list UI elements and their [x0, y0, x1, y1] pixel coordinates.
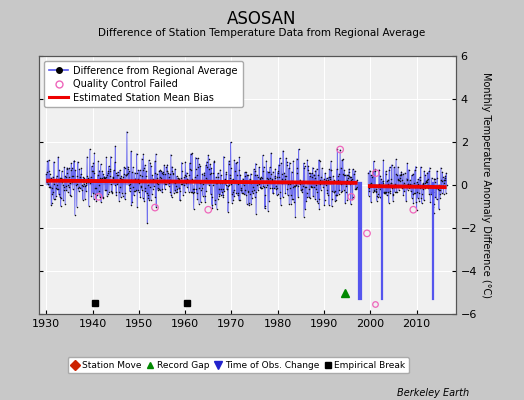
Point	[94, 194, 103, 200]
Point	[409, 206, 418, 213]
Text: Berkeley Earth: Berkeley Earth	[397, 388, 469, 398]
Legend: Difference from Regional Average, Quality Control Failed, Estimated Station Mean: Difference from Regional Average, Qualit…	[44, 61, 243, 107]
Point	[363, 230, 371, 236]
Point	[347, 194, 355, 200]
Point	[336, 146, 344, 153]
Point	[204, 206, 212, 213]
Y-axis label: Monthly Temperature Anomaly Difference (°C): Monthly Temperature Anomaly Difference (…	[482, 72, 492, 298]
Point	[151, 204, 159, 211]
Text: Difference of Station Temperature Data from Regional Average: Difference of Station Temperature Data f…	[99, 28, 425, 38]
Point	[372, 170, 380, 176]
Legend: Station Move, Record Gap, Time of Obs. Change, Empirical Break: Station Move, Record Gap, Time of Obs. C…	[68, 357, 409, 374]
Text: ASOSAN: ASOSAN	[227, 10, 297, 28]
